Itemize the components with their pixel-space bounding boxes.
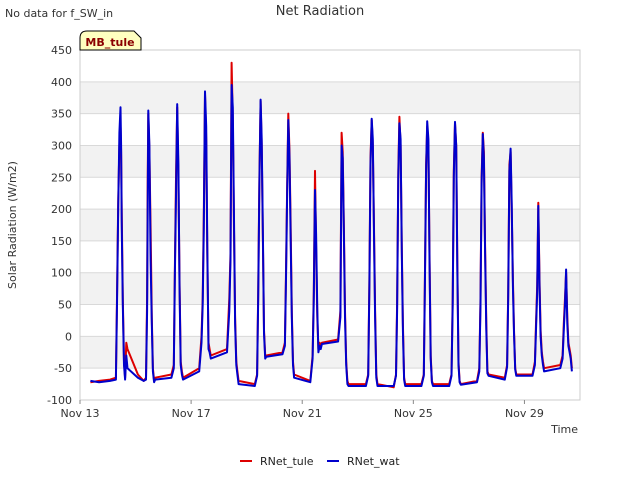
y-tick-label: 0 xyxy=(65,330,72,343)
y-tick-label: 200 xyxy=(51,203,72,216)
site-badge-label: MB_tule xyxy=(85,36,134,49)
y-tick-label: 350 xyxy=(51,108,72,121)
band-9 xyxy=(80,81,580,114)
band-6 xyxy=(80,177,580,210)
x-tick-label: Nov 13 xyxy=(61,407,100,420)
x-tick-label: Nov 21 xyxy=(283,407,322,420)
band-2 xyxy=(80,304,580,337)
y-tick-label: 150 xyxy=(51,235,72,248)
x-axis-label: Time xyxy=(550,423,578,436)
legend-label-rnet-tule: RNet_tule xyxy=(260,455,314,468)
y-tick-label: -100 xyxy=(47,394,72,407)
legend: RNet_tule RNet_wat xyxy=(240,455,400,468)
x-tick-label: Nov 25 xyxy=(394,407,433,420)
x-axis-ticks: Nov 13 Nov 17 Nov 21 Nov 25 Nov 29 xyxy=(61,400,544,420)
band-4 xyxy=(80,240,580,273)
x-tick-label: Nov 17 xyxy=(172,407,211,420)
y-tick-label: 50 xyxy=(58,299,72,312)
y-axis-label: Solar Radiation (W/m2) xyxy=(6,161,19,289)
band-3 xyxy=(80,272,580,305)
band-5 xyxy=(80,209,580,241)
chart-title: Net Radiation xyxy=(276,4,364,19)
site-badge: MB_tule xyxy=(79,30,142,51)
y-tick-label: 300 xyxy=(51,139,72,152)
legend-label-rnet-wat: RNet_wat xyxy=(347,455,400,468)
site-badge-shape xyxy=(79,30,142,51)
y-tick-label: 450 xyxy=(51,44,72,57)
y-axis-ticks: -100 -50 0 50 100 150 200 250 300 350 400 450 xyxy=(47,44,72,407)
no-data-note: No data for f_SW_in xyxy=(5,7,113,20)
band-7 xyxy=(80,145,580,178)
y-tick-label: 250 xyxy=(51,171,72,184)
plot-frame xyxy=(79,49,581,401)
background-bands xyxy=(80,50,580,400)
series-line-rnet-wat xyxy=(90,84,573,387)
band-10 xyxy=(80,50,580,82)
x-tick-label: Nov 29 xyxy=(505,407,544,420)
series-lines xyxy=(90,61,573,389)
y-tick-label: -50 xyxy=(54,362,72,375)
y-tick-label: 400 xyxy=(51,76,72,89)
band-8 xyxy=(80,113,580,146)
band-0 xyxy=(80,368,580,400)
y-tick-label: 100 xyxy=(51,267,72,280)
